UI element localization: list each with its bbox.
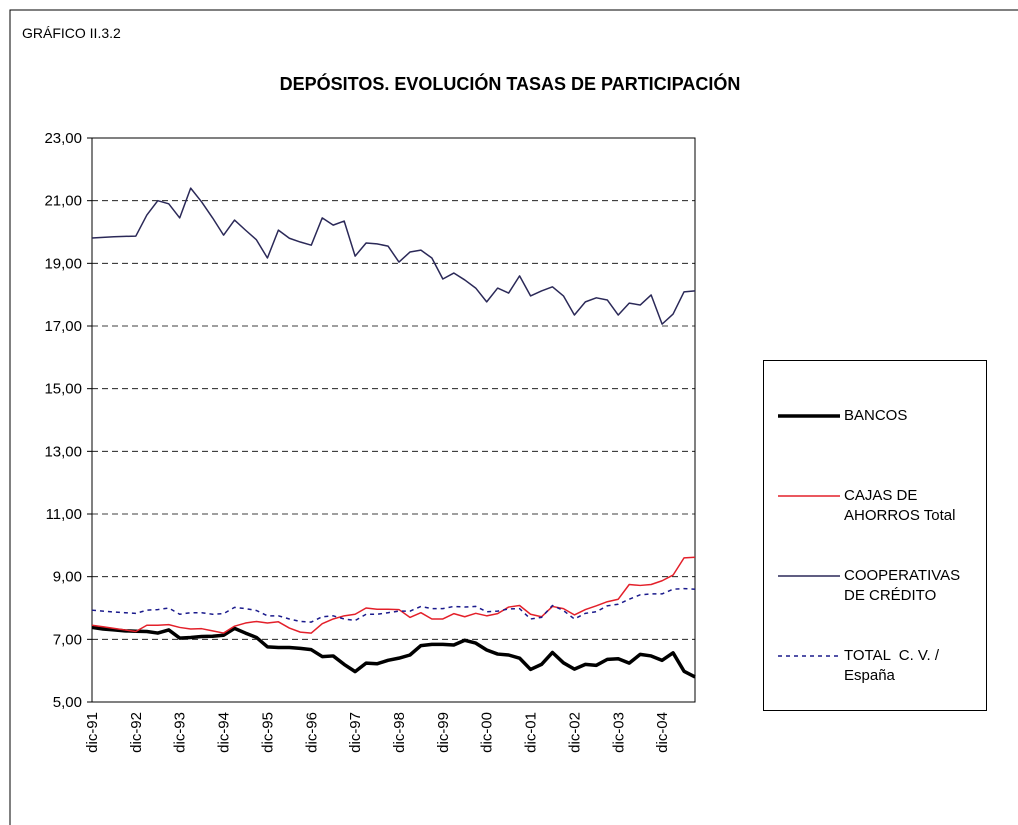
- x-tick-label: dic-92: [128, 712, 145, 753]
- x-tick-label: dic-04: [654, 712, 671, 753]
- series-line: [91, 187, 696, 325]
- plot-area: [91, 137, 696, 703]
- x-tick-label: dic-99: [435, 712, 452, 753]
- x-tick-label: dic-03: [610, 712, 627, 753]
- y-tick-label: 11,00: [46, 506, 82, 523]
- chart-title: DEPÓSITOS. EVOLUCIÓN TASAS DE PARTICIPAC…: [280, 73, 741, 94]
- x-tick-label: dic-01: [523, 712, 540, 753]
- x-tick-label: dic-00: [479, 712, 496, 753]
- legend-label: CAJAS DE AHORROS Total: [844, 487, 956, 524]
- series-line: [91, 625, 696, 679]
- legend-label: COOPERATIVAS DE CRÉDITO: [844, 567, 965, 604]
- frame: [9, 9, 1018, 825]
- legend-entry: CAJAS DE AHORROS Total: [778, 486, 983, 526]
- legend-label: TOTAL C. V. / España: [844, 647, 944, 684]
- x-tick-label: dic-02: [566, 712, 583, 753]
- y-tick-label: 17,00: [44, 318, 82, 335]
- legend: BANCOS CAJAS DE AHORROS Total COOPERATIVAS…: [763, 360, 987, 711]
- legend-entry: BANCOS: [778, 406, 983, 426]
- legend-swatch: [778, 495, 840, 497]
- y-tick-label: 15,00: [44, 381, 82, 398]
- y-tick-label: 5,00: [53, 694, 82, 711]
- x-tick-label: dic-94: [216, 712, 233, 753]
- legend-label: BANCOS: [844, 407, 908, 424]
- legend-swatch: [778, 655, 840, 657]
- y-tick-label: 7,00: [53, 631, 82, 648]
- legend-swatch: [778, 414, 840, 418]
- series-line: [91, 587, 696, 623]
- x-tick-label: dic-91: [84, 712, 101, 753]
- x-tick-label: dic-98: [391, 712, 408, 753]
- y-tick-label: 13,00: [44, 443, 82, 460]
- x-tick-label: dic-97: [347, 712, 364, 753]
- legend-swatch: [778, 575, 840, 577]
- legend-entry: COOPERATIVAS DE CRÉDITO: [778, 566, 983, 606]
- legend-entry: TOTAL C. V. / España: [778, 646, 983, 686]
- x-tick-label: dic-95: [259, 712, 276, 753]
- y-tick-label: 21,00: [44, 193, 82, 210]
- y-tick-label: 19,00: [44, 255, 82, 272]
- x-tick-label: dic-96: [303, 712, 320, 753]
- chart-header: GRÁFICO II.3.2: [22, 25, 121, 41]
- x-tick-label: dic-93: [172, 712, 189, 753]
- y-tick-label: 23,00: [44, 130, 82, 147]
- y-tick-label: 9,00: [53, 569, 82, 586]
- series-line: [91, 556, 696, 634]
